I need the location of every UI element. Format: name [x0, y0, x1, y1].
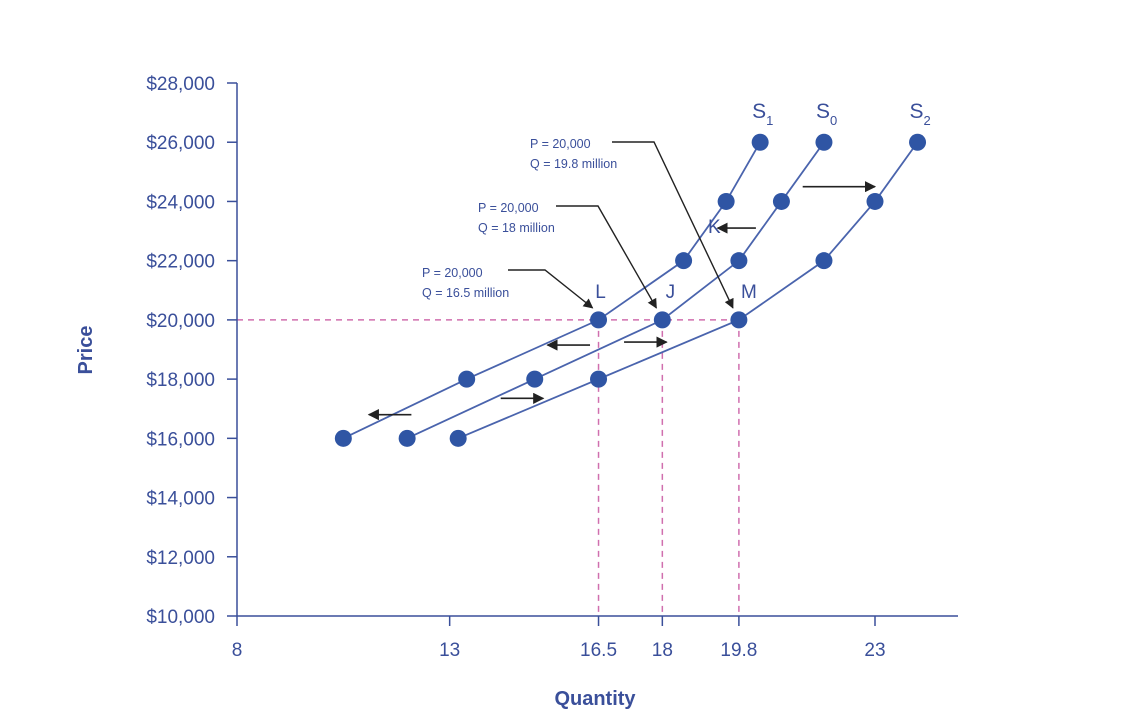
data-point-S0	[730, 252, 748, 270]
y-tick-label: $22,000	[146, 252, 215, 273]
callout-text-L: Q = 16.5 million	[422, 286, 509, 300]
series-line-S2	[457, 141, 919, 440]
x-axis-title: Quantity	[554, 688, 636, 710]
y-tick-label: $16,000	[146, 429, 215, 450]
series-line-S1	[342, 141, 761, 440]
data-point-S2	[815, 252, 833, 270]
y-tick-label: $12,000	[146, 548, 215, 569]
y-tick-label: $10,000	[146, 607, 215, 628]
callout-arrow-M	[612, 141, 734, 309]
x-tick-label: 23	[864, 640, 885, 661]
y-tick-label: $20,000	[146, 311, 215, 332]
y-tick-label: $26,000	[146, 133, 215, 154]
callout-text-J: Q = 18 million	[478, 221, 555, 235]
callout-arrow-L	[508, 269, 594, 309]
data-point-S1	[675, 252, 693, 270]
x-tick-label: 13	[439, 640, 460, 661]
callout-text-L: P = 20,000	[422, 266, 483, 280]
y-tick-label: $28,000	[146, 74, 215, 95]
data-point-S2	[866, 192, 884, 210]
x-tick-label: 19.8	[720, 640, 757, 661]
data-point-S2	[909, 133, 927, 151]
data-point-S0	[653, 311, 671, 329]
callout-arrow-J	[556, 205, 657, 309]
data-point-S1	[590, 311, 608, 329]
callout-text-J: P = 20,000	[478, 201, 539, 215]
series-label-S1: S1	[752, 100, 773, 128]
x-tick-label: 8	[232, 640, 243, 661]
point-label-M: M	[741, 282, 757, 303]
x-tick-label: 18	[652, 640, 673, 661]
data-point-S0	[815, 133, 833, 151]
y-axis-title: Price	[75, 326, 97, 375]
data-point-S1	[458, 370, 476, 388]
data-point-S1	[717, 192, 735, 210]
data-point-S0	[772, 192, 790, 210]
callout-text-M: P = 20,000	[530, 137, 591, 151]
data-point-S1	[751, 133, 769, 151]
y-tick-label: $24,000	[146, 192, 215, 213]
x-tick-label: 16.5	[580, 640, 617, 661]
data-point-S2	[590, 370, 608, 388]
point-label-L: L	[595, 282, 606, 303]
series-label-S2: S2	[910, 100, 931, 128]
y-tick-label: $14,000	[146, 489, 215, 510]
data-point-S0	[526, 370, 544, 388]
point-label-J: J	[666, 282, 676, 303]
data-point-S2	[730, 311, 748, 329]
data-point-S0	[398, 429, 416, 447]
callout-text-M: Q = 19.8 million	[530, 157, 617, 171]
data-point-S1	[334, 429, 352, 447]
series-line-S0	[406, 141, 825, 440]
data-point-S2	[449, 429, 467, 447]
series-label-S0: S0	[816, 100, 837, 128]
y-tick-label: $18,000	[146, 370, 215, 391]
point-label-K: K	[708, 217, 721, 238]
